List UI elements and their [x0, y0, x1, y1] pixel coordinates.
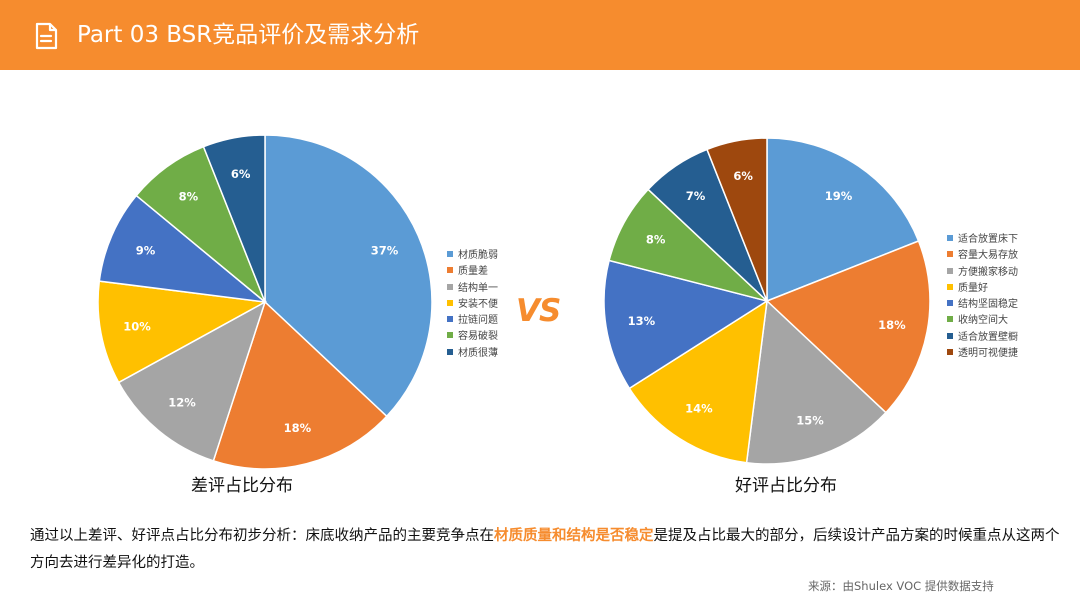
positive-review-pie-chart: 19% 18% 15% 14% 13% 8% 7% 6% — [603, 137, 931, 465]
legend-label: 质量好 — [958, 282, 988, 294]
slice-data-label: 8% — [646, 233, 666, 247]
slice-data-label: 9% — [136, 243, 156, 257]
positive-review-legend: 适合放置床下 容量大易存放 方便搬家移动 质量好结构坚固稳定 收纳空间大适合放置壁橱 透明… — [947, 232, 1018, 362]
legend-swatch — [947, 235, 953, 241]
slice-data-label: 10% — [123, 319, 151, 333]
legend-label: 收纳空间大 — [958, 315, 1008, 327]
legend-item: 容易破裂 — [447, 329, 498, 345]
analysis-highlight: 材质质量和结构是否稳定 — [494, 528, 654, 544]
legend-swatch — [447, 267, 453, 274]
negative-review-caption: 差评占比分布 — [191, 476, 293, 496]
pie-slice — [97, 280, 268, 384]
slice-data-label: 19% — [825, 189, 853, 203]
document-icon — [35, 22, 58, 50]
legend-swatch — [947, 349, 953, 356]
legend-item: 结构坚固稳定 — [947, 297, 1018, 313]
legend-swatch — [947, 283, 953, 290]
pie-slice — [212, 300, 388, 470]
pie-slice — [765, 240, 931, 414]
pie-slice — [745, 299, 887, 465]
slice-data-label: 6% — [231, 167, 251, 181]
legend-swatch — [447, 299, 453, 306]
legend-item: 适合放置床下 — [947, 232, 1018, 248]
legend-swatch — [947, 251, 953, 258]
positive-review-caption: 好评占比分布 — [735, 476, 837, 496]
legend-label: 材质很薄 — [458, 347, 498, 359]
legend-label: 透明可视便捷 — [958, 348, 1018, 360]
pie-slice — [603, 259, 769, 390]
legend-label: 质量差 — [458, 266, 488, 278]
legend-label: 结构坚固稳定 — [958, 299, 1018, 311]
pie-slice — [117, 300, 267, 462]
legend-swatch — [447, 332, 453, 339]
pie-slice — [98, 194, 268, 304]
legend-item: 拉链问题 — [447, 313, 498, 329]
legend-swatch — [947, 267, 953, 274]
page-header: Part 03 BSR竞品评价及需求分析 — [0, 0, 1080, 70]
legend-swatch — [447, 251, 453, 257]
legend-item: 容量大易存放 — [947, 248, 1018, 264]
legend-swatch — [947, 316, 953, 323]
pie-slice — [264, 134, 433, 418]
pie-slice — [628, 299, 768, 464]
slice-data-label: 13% — [628, 314, 656, 328]
legend-item: 质量差 — [447, 264, 498, 280]
slice-data-label: 6% — [733, 169, 753, 183]
legend-item: 收纳空间大 — [947, 313, 1018, 329]
legend-label: 结构单一 — [458, 282, 498, 294]
legend-label: 拉链问题 — [458, 315, 498, 327]
legend-item: 方便搬家移动 — [947, 265, 1018, 281]
vs-label: VS — [516, 293, 561, 329]
legend-swatch — [947, 332, 953, 339]
negative-review-pie-chart: 37% 18% 12% 10% 9% 8% 6% — [97, 134, 433, 470]
legend-label: 适合放置床下 — [958, 234, 1018, 245]
legend-swatch — [447, 348, 453, 355]
legend-item: 适合放置壁橱 — [947, 330, 1018, 346]
legend-label: 材质脆弱 — [458, 250, 498, 261]
analysis-text-before: 通过以上差评、好评点占比分布初步分析：床底收纳产品的主要竞争点在 — [30, 528, 494, 544]
slice-data-label: 8% — [179, 190, 199, 204]
legend-label: 容量大易存放 — [958, 250, 1018, 262]
slice-data-label: 7% — [686, 189, 706, 203]
slice-data-label: 15% — [796, 414, 824, 428]
legend-item: 材质很薄 — [447, 346, 498, 362]
pie-slice — [766, 137, 920, 303]
data-source-note: 来源：由Shulex VOC 提供数据支持 — [808, 579, 994, 593]
legend-item: 质量好 — [947, 281, 1018, 297]
page-title: Part 03 BSR竞品评价及需求分析 — [77, 22, 420, 48]
legend-item: 安装不便 — [447, 297, 498, 313]
slice-data-label: 37% — [371, 243, 399, 257]
legend-label: 安装不便 — [458, 298, 498, 310]
legend-label: 容易破裂 — [458, 331, 498, 343]
analysis-text-after: 是提及占比最大的部分，后续设计产品方案的时候重点从这两个方向去进行差异化的打造。 — [30, 528, 1060, 571]
legend-item: 结构单一 — [447, 281, 498, 297]
legend-item: 透明可视便捷 — [947, 346, 1018, 362]
legend-label: 方便搬家移动 — [958, 266, 1018, 278]
slice-data-label: 18% — [284, 421, 312, 435]
negative-review-legend: 材质脆弱质量差结构单一安装不便拉链问题容易破裂材质很薄 — [447, 248, 498, 362]
legend-label: 适合放置壁橱 — [958, 331, 1018, 343]
legend-item: 材质脆弱 — [447, 248, 498, 264]
legend-swatch — [447, 316, 453, 323]
pie-slice — [706, 137, 768, 302]
legend-swatch — [447, 283, 453, 290]
slice-data-label: 14% — [685, 401, 713, 415]
legend-swatch — [947, 300, 953, 307]
slice-data-label: 18% — [878, 318, 906, 332]
analysis-text: 通过以上差评、好评点占比分布初步分析：床底收纳产品的主要竞争点在材质质量和结构是… — [30, 523, 1060, 577]
slice-data-label: 12% — [168, 395, 196, 409]
pie-slice — [202, 134, 266, 303]
